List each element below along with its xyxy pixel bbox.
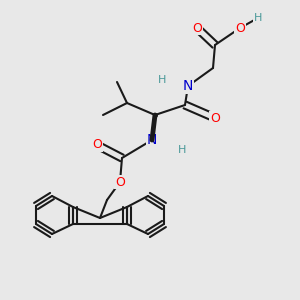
Text: N: N: [147, 133, 157, 147]
Text: H: H: [254, 13, 262, 23]
Text: H: H: [178, 145, 186, 155]
Text: O: O: [210, 112, 220, 124]
Text: N: N: [183, 79, 193, 93]
Text: H: H: [158, 75, 166, 85]
Text: O: O: [115, 176, 125, 188]
Text: O: O: [92, 139, 102, 152]
Text: O: O: [192, 22, 202, 34]
Text: O: O: [235, 22, 245, 34]
